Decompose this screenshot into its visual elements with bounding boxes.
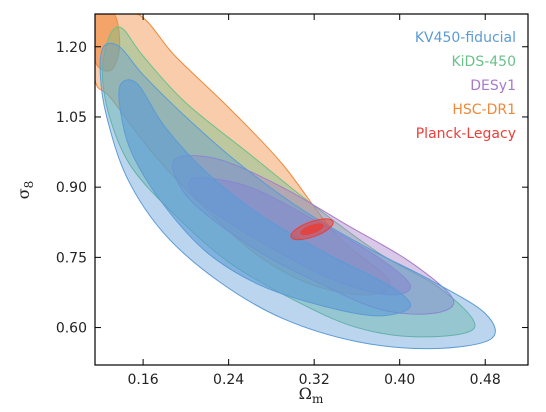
y-axis-label: σ8 <box>14 181 36 200</box>
x-ticks-group: 0.16 0.24 0.32 0.40 0.48 <box>128 14 501 388</box>
x-axis-label-sub: m <box>312 392 324 406</box>
y-tick-label: 0.60 <box>56 321 87 337</box>
y-axis-label-main: σ <box>14 188 33 199</box>
x-tick-label: 0.24 <box>213 372 244 388</box>
series-kv450-fiducial <box>99 42 496 350</box>
x-tick-label: 0.48 <box>470 372 501 388</box>
plot-frame <box>94 13 529 366</box>
legend: KV450-fiducial KiDS-450 DESy1 HSC-DR1 Planck… <box>415 30 516 142</box>
contour-kv450-fiducial-68 <box>118 79 412 317</box>
contours-group <box>95 14 496 350</box>
legend-entry-kv450-fiducial: KV450-fiducial <box>415 30 516 46</box>
legend-entry-hsc-dr1: HSC-DR1 <box>452 102 516 118</box>
y-tick-label: 1.20 <box>56 40 87 56</box>
y-axis-label-sub: 8 <box>22 181 36 189</box>
y-tick-label: 0.90 <box>56 180 87 196</box>
legend-entry-desy1: DESy1 <box>470 78 516 94</box>
contour-kv450-fiducial-95 <box>99 42 496 350</box>
x-tick-label: 0.32 <box>299 372 330 388</box>
y-tick-label: 0.75 <box>56 250 87 266</box>
y-tick-label: 1.05 <box>56 110 87 126</box>
y-ticks-group: 0.60 0.75 0.90 1.05 1.20 <box>56 40 528 337</box>
x-tick-label: 0.16 <box>128 372 159 388</box>
x-axis-label-main: Ω <box>299 384 312 403</box>
series-planck-legacy <box>290 218 334 241</box>
x-tick-label: 0.40 <box>384 372 415 388</box>
x-axis-label: Ωm <box>299 384 324 406</box>
legend-entry-planck-legacy: Planck-Legacy <box>416 126 516 142</box>
legend-entry-kids-450: KiDS-450 <box>451 54 516 70</box>
contour-planck-legacy-68 <box>300 223 324 236</box>
